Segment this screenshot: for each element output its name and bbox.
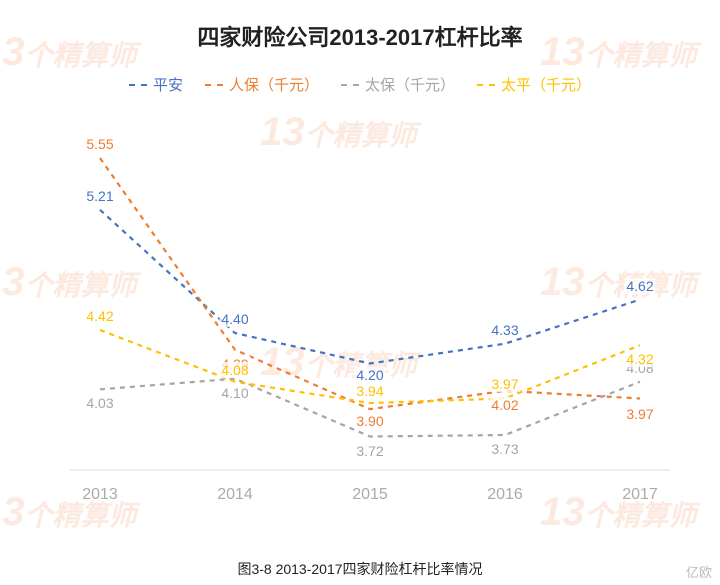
legend-dash bbox=[205, 84, 223, 86]
data-label: 4.33 bbox=[489, 322, 520, 338]
xaxis-label: 2017 bbox=[622, 486, 658, 504]
data-label: 4.20 bbox=[354, 367, 385, 383]
data-label: 4.08 bbox=[219, 362, 250, 378]
series-line bbox=[100, 210, 640, 364]
data-label: 4.02 bbox=[489, 397, 520, 413]
legend-dash bbox=[341, 84, 359, 86]
data-label: 3.97 bbox=[624, 406, 655, 422]
data-label: 5.21 bbox=[84, 188, 115, 204]
data-label: 4.10 bbox=[219, 385, 250, 401]
xaxis-label: 2016 bbox=[487, 486, 523, 504]
xaxis-label: 2014 bbox=[217, 486, 253, 504]
legend-item: 人保（千元） bbox=[205, 74, 319, 95]
xaxis-label: 2015 bbox=[352, 486, 388, 504]
legend-label: 太保（千元） bbox=[365, 74, 455, 95]
chart-area: 2013 2014 2015 2016 2017 5.21 4.40 4.20 4.33 4.62… bbox=[70, 110, 670, 510]
xaxis-label: 2013 bbox=[82, 486, 118, 504]
source-label: 亿欧 bbox=[686, 562, 712, 581]
data-label: 3.90 bbox=[354, 413, 385, 429]
data-label: 4.32 bbox=[624, 351, 655, 367]
data-label: 3.73 bbox=[489, 441, 520, 457]
data-label: 4.40 bbox=[219, 311, 250, 327]
legend-item: 平安 bbox=[129, 74, 183, 95]
data-label: 3.97 bbox=[489, 376, 520, 392]
legend-item: 太平（千元） bbox=[477, 74, 591, 95]
legend: 平安 人保（千元） 太保（千元） 太平（千元） bbox=[0, 74, 720, 95]
data-label: 4.62 bbox=[624, 278, 655, 294]
data-label: 4.42 bbox=[84, 308, 115, 324]
legend-dash bbox=[477, 84, 495, 86]
legend-item: 太保（千元） bbox=[341, 74, 455, 95]
data-label: 3.94 bbox=[354, 383, 385, 399]
legend-label: 平安 bbox=[153, 74, 183, 95]
data-label: 4.03 bbox=[84, 395, 115, 411]
legend-label: 人保（千元） bbox=[229, 74, 319, 95]
chart-caption: 图3-8 2013-2017四家财险杠杆比率情况 bbox=[0, 559, 720, 579]
legend-dash bbox=[129, 84, 147, 86]
data-label: 3.72 bbox=[354, 443, 385, 459]
legend-label: 太平（千元） bbox=[501, 74, 591, 95]
chart-title: 四家财险公司2013-2017杠杆比率 bbox=[0, 0, 720, 52]
data-label: 5.55 bbox=[84, 136, 115, 152]
